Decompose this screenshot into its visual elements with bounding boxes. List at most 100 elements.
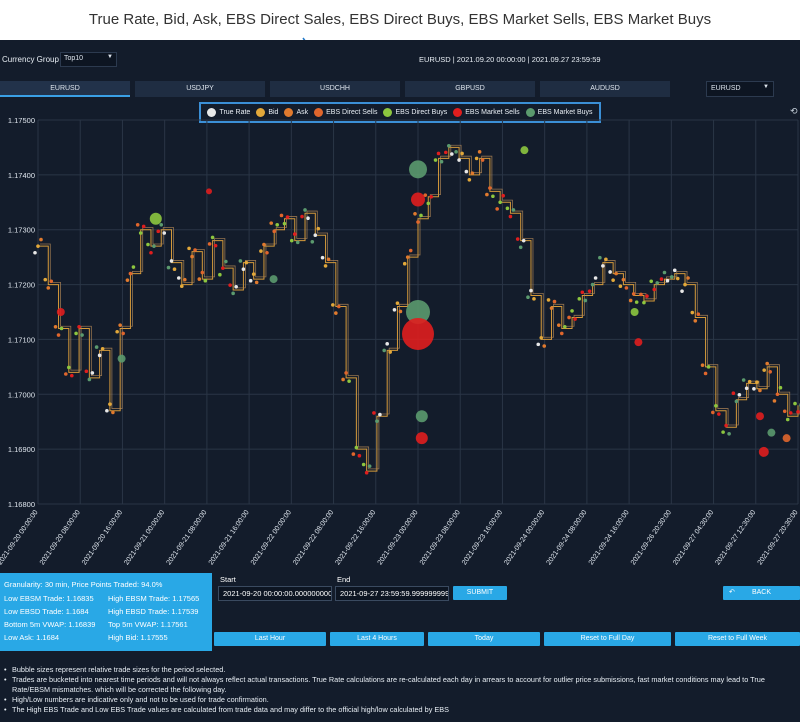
trade-point: [43, 277, 48, 282]
trade-bubble: [269, 275, 278, 284]
trade-point: [762, 368, 766, 372]
trade-point: [313, 233, 318, 237]
trade-point: [645, 294, 649, 298]
start-date-input[interactable]: 2021-09-20 00:00:00.000000000: [218, 586, 332, 601]
trade-point: [46, 286, 51, 290]
trade-point: [608, 270, 612, 274]
trade-point: [210, 235, 215, 240]
trade-point: [604, 257, 608, 262]
legend-label: Ask: [296, 109, 309, 116]
trade-point: [734, 399, 739, 404]
legend-item-ebs-market-buys[interactable]: EBS Market Buys: [525, 108, 593, 117]
tab-audusd[interactable]: AUDUSD: [540, 81, 670, 97]
trade-point: [567, 315, 571, 320]
trade-bubble: [415, 410, 428, 423]
trade-point: [526, 295, 530, 299]
trade-point: [146, 242, 150, 247]
trade-point: [741, 378, 746, 382]
trade-point: [292, 232, 297, 236]
trade-bubble: [402, 317, 434, 350]
legend-item-ebs-direct-buys[interactable]: EBS Direct Buys: [383, 108, 447, 117]
legend-dot: [314, 108, 324, 117]
trade-point: [118, 323, 122, 327]
trade-point: [508, 214, 513, 219]
trade-point: [80, 333, 84, 337]
trade-point: [552, 299, 557, 304]
y-tick-label: 1.17400: [8, 171, 35, 180]
tab-gbpusd[interactable]: GBPUSD: [405, 81, 535, 97]
trade-point: [282, 221, 287, 226]
today-button[interactable]: Today: [428, 632, 540, 646]
trade-point: [176, 276, 181, 280]
start-label: Start: [220, 575, 236, 584]
trade-point: [354, 445, 359, 450]
trade-point: [221, 266, 225, 270]
x-tick-label: 2021-09-20 08:00:00: [39, 509, 82, 566]
legend-item-ask[interactable]: Ask: [284, 108, 308, 117]
reset-full-day-button[interactable]: Reset to Full Day: [544, 632, 671, 646]
legend-item-bid[interactable]: Bid: [256, 108, 278, 117]
y-tick-label: 1.17200: [8, 281, 35, 290]
back-button[interactable]: ↶ BACK: [723, 586, 800, 600]
trade-point: [655, 281, 660, 285]
trade-point: [518, 245, 523, 250]
trade-point: [152, 244, 156, 248]
trade-point: [367, 464, 372, 468]
trade-point: [259, 249, 263, 253]
trade-point: [337, 304, 341, 309]
trade-point: [542, 344, 547, 348]
trade-point: [727, 431, 731, 436]
end-date-input[interactable]: 2021-09-27 23:59:59.999999999: [335, 586, 449, 601]
currency-group-select[interactable]: Top10 ▼: [60, 52, 117, 67]
trade-point: [501, 193, 505, 198]
last-hour-button[interactable]: Last Hour: [214, 632, 326, 646]
trade-point: [248, 278, 253, 283]
trade-point: [505, 206, 510, 211]
trade-point: [755, 380, 759, 385]
trade-point: [279, 213, 284, 218]
trade-point: [590, 282, 595, 287]
trade-bubble: [758, 446, 769, 457]
reset-full-week-button[interactable]: Reset to Full Week: [675, 632, 800, 646]
legend-item-ebs-market-sells[interactable]: EBS Market Sells: [453, 108, 520, 117]
trade-point: [131, 265, 136, 269]
stats-panel: Granularity: 30 min, Price Points Traded…: [0, 573, 212, 651]
tab-usdjpy[interactable]: USDJPY: [135, 81, 265, 97]
trade-point: [474, 156, 479, 161]
submit-button[interactable]: SUBMIT: [453, 586, 507, 600]
trade-point: [405, 255, 410, 259]
trade-point: [347, 379, 351, 383]
trade-point: [460, 151, 464, 156]
trade-point: [228, 283, 232, 287]
legend-item-ebs-direct-sells[interactable]: EBS Direct Sells: [314, 108, 377, 117]
reset-zoom-icon[interactable]: ⟲: [790, 106, 798, 116]
trade-point: [231, 291, 235, 296]
trade-point: [115, 329, 119, 334]
price-chart[interactable]: 1.16800 1.16900 1.17000 1.17100 1.17200 1.173…: [0, 112, 800, 602]
trade-point: [218, 272, 222, 277]
trade-point: [138, 231, 143, 235]
x-tick-label: 2021-09-27 04:30:00: [672, 509, 715, 566]
legend-label: EBS Market Sells: [465, 109, 520, 116]
trade-point: [398, 309, 403, 314]
stat-low-ask: Low Ask: 1.1684: [4, 633, 60, 642]
pair-select[interactable]: EURUSD ▼: [706, 81, 774, 97]
trade-point: [262, 242, 266, 247]
tab-usdchh[interactable]: USDCHH: [270, 81, 400, 97]
last-4-hours-button[interactable]: Last 4 Hours: [330, 632, 424, 646]
trade-point: [573, 317, 577, 321]
tab-eurusd[interactable]: EURUSD: [0, 81, 130, 97]
trade-point: [234, 284, 238, 289]
legend-item-true-rate[interactable]: True Rate: [207, 108, 250, 117]
note-item: The High EBS Trade and Low EBS Trade val…: [4, 705, 796, 715]
trade-point: [580, 290, 585, 295]
trade-point: [444, 150, 448, 155]
trade-point: [382, 348, 386, 353]
legend-dot: [525, 108, 535, 117]
trade-point: [703, 371, 708, 376]
trade-point: [207, 242, 212, 246]
trade-bubble: [756, 412, 764, 421]
trade-bubble: [634, 338, 643, 347]
trade-bubble: [409, 160, 427, 179]
trade-bubble: [117, 354, 126, 363]
